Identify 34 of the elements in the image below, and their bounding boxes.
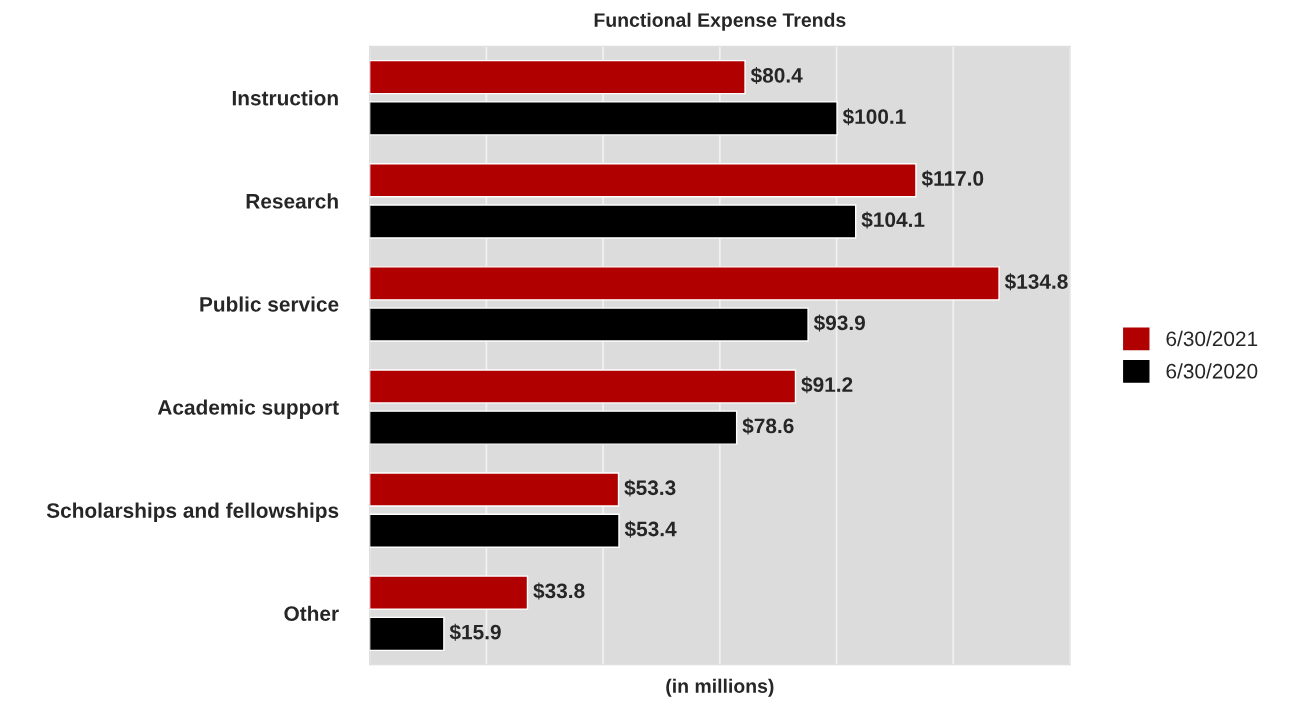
data-label: $78.6 [742,417,794,435]
y-tick-label: Research [246,193,338,209]
y-tick-label: Public service [200,296,339,312]
bar [369,575,529,610]
bar [369,472,620,507]
bar [369,204,857,239]
chart-title: Functional Expense Trends [594,12,846,31]
legend-label: 6/30/2021 [1166,330,1258,347]
bar [369,369,797,404]
bar [369,410,738,445]
y-tick-label: Other [284,605,339,621]
bar [369,101,838,136]
bar [369,616,445,652]
data-label: $134.8 [1004,273,1068,291]
bar [369,163,917,198]
data-label: $80.4 [750,67,803,85]
legend-label: 6/30/2020 [1166,363,1258,379]
data-label: $53.4 [624,520,677,538]
y-tick-label: Instruction [232,90,338,106]
bar [369,307,809,342]
y-tick-label: Scholarships and fellowships [46,502,339,523]
data-label: $93.9 [813,314,865,332]
data-label: $91.2 [801,376,853,394]
data-label: $104.1 [861,211,925,229]
y-tick-label: Academic support [157,399,339,419]
data-label: $100.1 [842,108,906,126]
bar [369,513,620,548]
data-label: $15.9 [449,623,501,641]
x-axis-title: (in millions) [666,678,774,697]
bar [369,59,746,95]
data-label: $33.8 [533,582,585,600]
bar [369,266,1000,301]
data-label: $117.0 [921,170,984,188]
data-label: $53.3 [624,479,676,497]
